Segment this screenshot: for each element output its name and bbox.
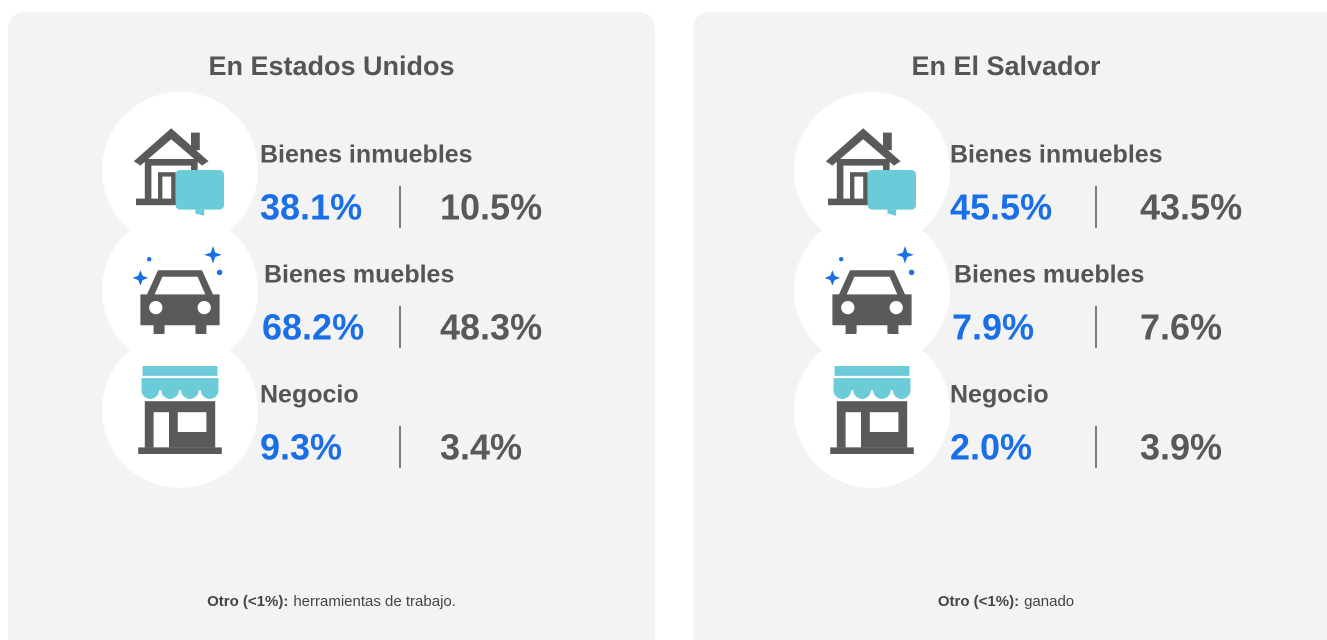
- footnote-text: herramientas de trabajo.: [293, 593, 456, 610]
- value-primary: 38.1%: [260, 187, 362, 228]
- item-label: Bienes muebles: [264, 261, 454, 289]
- value-primary: 9.3%: [260, 427, 342, 468]
- footnote-label: Otro (<1%):: [207, 593, 288, 610]
- item-label: Bienes muebles: [954, 261, 1144, 289]
- value-primary: 7.9%: [952, 307, 1034, 348]
- panel-title: En El Salvador: [911, 51, 1101, 81]
- icon: [829, 364, 915, 456]
- value-secondary: 43.5%: [1140, 187, 1242, 228]
- value-secondary: 3.9%: [1140, 427, 1222, 468]
- value-primary: 2.0%: [950, 427, 1032, 468]
- value-secondary: 10.5%: [440, 187, 542, 228]
- value-secondary: 3.4%: [440, 427, 522, 468]
- footnote: Otro (<1%): ganado: [938, 593, 1074, 610]
- value-primary: 45.5%: [950, 187, 1052, 228]
- icon: [137, 364, 223, 456]
- panel-title: En Estados Unidos: [208, 51, 454, 81]
- item-label: Negocio: [950, 381, 1049, 409]
- value-secondary: 48.3%: [440, 307, 542, 348]
- item-label: Bienes inmuebles: [260, 141, 473, 169]
- value-secondary: 7.6%: [1140, 307, 1222, 348]
- value-primary: 68.2%: [262, 307, 364, 348]
- item-label: Bienes inmuebles: [950, 141, 1163, 169]
- footnote-label: Otro (<1%):: [938, 593, 1019, 610]
- item-label: Negocio: [260, 381, 359, 409]
- footnote: Otro (<1%): herramientas de trabajo.: [207, 593, 456, 610]
- footnote-text: ganado: [1024, 593, 1074, 610]
